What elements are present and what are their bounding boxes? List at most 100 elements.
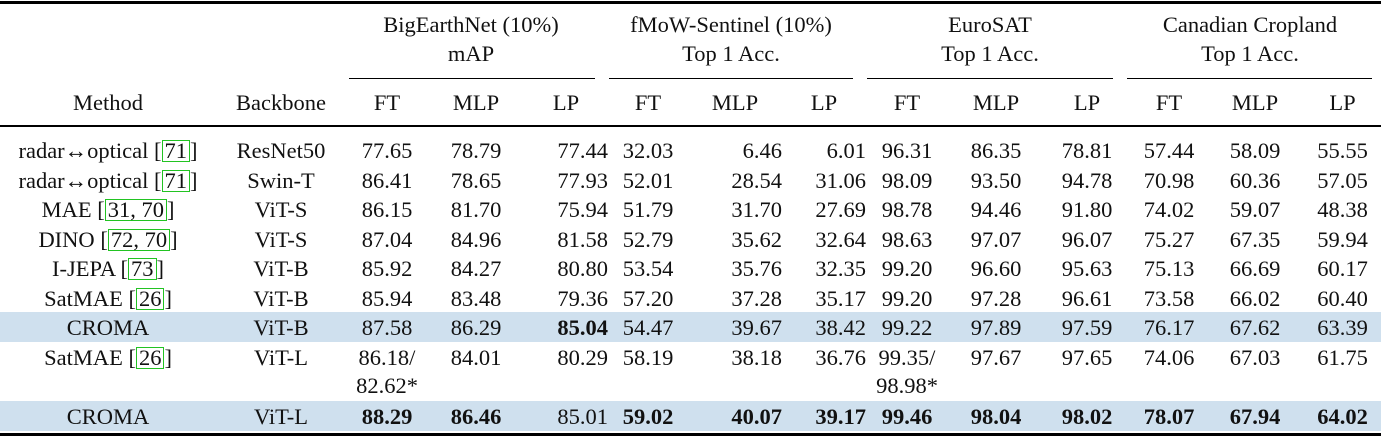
value-cell: 35.17 <box>782 285 866 315</box>
value-cell: 84.01 <box>428 344 524 403</box>
citation-link[interactable]: 26 <box>135 287 165 310</box>
value-cell: 54.47 <box>608 314 688 344</box>
value-cell: 77.65 <box>346 137 428 167</box>
method-name: I-JEPA <box>51 256 121 281</box>
value-cell: 31.06 <box>782 167 866 197</box>
citation-link[interactable]: 71 <box>161 169 191 192</box>
value: 88.29 <box>361 403 413 429</box>
value: 79.36 <box>557 285 608 311</box>
value-cell: 78.79 <box>428 137 524 167</box>
bracket: ] <box>190 138 198 163</box>
value-cell: 85.04 <box>524 314 608 344</box>
value: 53.54 <box>622 256 674 281</box>
method-cell: CROMA <box>0 314 216 344</box>
value-cell: 81.58 <box>524 226 608 256</box>
value-cell: 96.31 <box>866 137 948 167</box>
value-cell: 59.02 <box>608 403 688 433</box>
sub-header: FT <box>893 90 921 115</box>
value-cell: 32.64 <box>782 226 866 256</box>
citation-link[interactable]: 71 <box>161 139 191 162</box>
value: 32.03 <box>622 138 674 163</box>
croma-vitl-highlight <box>0 401 1381 431</box>
value-cell: 97.07 <box>948 226 1044 256</box>
table-row: MAE [31, 70] ViT-S 86.15 81.70 75.94 51.79 31.… <box>0 196 1383 226</box>
value: 52.79 <box>622 226 674 252</box>
value-cell: 85.94 <box>346 285 428 315</box>
value: 67.94 <box>1229 403 1281 429</box>
citation-link[interactable]: 26 <box>135 346 165 369</box>
sub-header: LP <box>552 90 580 115</box>
value: 57.20 <box>622 285 674 311</box>
method-name: radar↔optical <box>18 138 155 163</box>
backbone-cell: ViT-L <box>253 344 309 370</box>
value: 66.02 <box>1229 285 1281 311</box>
value: 97.65 <box>1061 344 1113 370</box>
value: 55.55 <box>1317 138 1368 163</box>
value-cell: 28.54 <box>688 167 782 197</box>
value-cell: 59.07 <box>1208 196 1302 226</box>
value: 64.02 <box>1317 403 1368 429</box>
value: 59.02 <box>622 403 674 429</box>
value: 77.93 <box>557 167 608 193</box>
group-underline <box>609 78 853 80</box>
value: 67.03 <box>1229 344 1281 370</box>
value: 52.01 <box>622 167 674 193</box>
value: 31.06 <box>815 167 866 193</box>
citation-link[interactable]: 72, 70 <box>107 228 171 251</box>
citation-link[interactable]: 31, 70 <box>104 198 167 221</box>
value-cell: 67.94 <box>1208 403 1302 433</box>
value-cell: 86.18/82.62* <box>346 344 428 403</box>
bracket: [ <box>128 344 136 370</box>
value-extra: 98.98* <box>876 372 938 398</box>
backbone-cell: ResNet50 <box>236 138 326 163</box>
value-cell: 75.13 <box>1130 255 1208 285</box>
value-cell: 79.36 <box>524 285 608 315</box>
table-row: CROMA ViT-B 87.58 86.29 85.04 54.47 39.67 38.42… <box>0 314 1383 344</box>
value-cell: 52.79 <box>608 226 688 256</box>
value-cell: 88.29 <box>346 403 428 433</box>
citation-link[interactable]: 73 <box>128 257 157 280</box>
value: 32.35 <box>815 256 866 281</box>
bracket: [ <box>154 167 162 193</box>
method-cell: DINO [72, 70] <box>0 226 216 256</box>
value: 48.38 <box>1317 197 1368 222</box>
value: 86.29 <box>450 315 502 340</box>
mid-rule <box>0 125 1381 127</box>
value: 97.28 <box>970 285 1022 311</box>
value: 77.65 <box>361 138 413 163</box>
value: 77.44 <box>557 138 608 163</box>
value: 27.69 <box>815 197 866 222</box>
value-cell: 98.09 <box>866 167 948 197</box>
value-cell: 51.79 <box>608 196 688 226</box>
value: 98.09 <box>881 167 933 193</box>
method-name: CROMA <box>66 403 150 429</box>
value: 35.76 <box>731 256 782 281</box>
value-cell: 77.44 <box>524 137 608 167</box>
value-cell: 95.63 <box>1044 255 1130 285</box>
value: 85.04 <box>557 315 608 340</box>
value: 80.29 <box>557 344 608 370</box>
value: 94.46 <box>970 197 1022 222</box>
sub-header: MLP <box>711 90 759 115</box>
value-cell: 96.61 <box>1044 285 1130 315</box>
value-cell: 98.78 <box>866 196 948 226</box>
value: 31.70 <box>731 197 782 222</box>
value-cell: 99.22 <box>866 314 948 344</box>
value: 36.76 <box>815 344 866 370</box>
value-cell: 63.39 <box>1302 314 1383 344</box>
value-cell: 67.35 <box>1208 226 1302 256</box>
value-cell: 97.67 <box>948 344 1044 403</box>
bracket: [ <box>120 256 129 281</box>
value: 35.62 <box>731 226 782 252</box>
value: 40.07 <box>731 403 782 429</box>
value-cell: 84.27 <box>428 255 524 285</box>
value: 86.46 <box>450 403 502 429</box>
value-cell: 80.80 <box>524 255 608 285</box>
group-underline <box>349 78 595 80</box>
value-cell: 31.70 <box>688 196 782 226</box>
bracket: [ <box>100 226 108 252</box>
value: 98.04 <box>970 403 1022 429</box>
value-cell: 96.60 <box>948 255 1044 285</box>
value-cell: 97.89 <box>948 314 1044 344</box>
value: 28.54 <box>731 167 782 193</box>
